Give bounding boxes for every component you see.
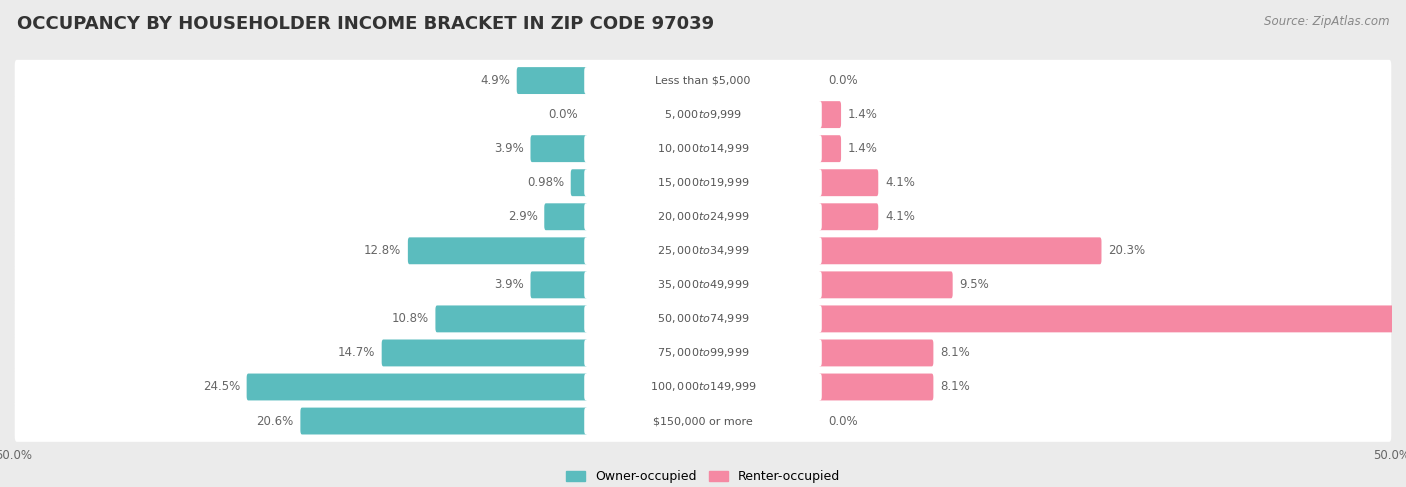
FancyBboxPatch shape (585, 101, 821, 128)
Text: $75,000 to $99,999: $75,000 to $99,999 (657, 346, 749, 359)
FancyBboxPatch shape (818, 135, 841, 162)
FancyBboxPatch shape (585, 271, 821, 299)
FancyBboxPatch shape (14, 162, 1392, 204)
Text: OCCUPANCY BY HOUSEHOLDER INCOME BRACKET IN ZIP CODE 97039: OCCUPANCY BY HOUSEHOLDER INCOME BRACKET … (17, 15, 714, 33)
FancyBboxPatch shape (246, 374, 588, 400)
FancyBboxPatch shape (585, 135, 821, 162)
Text: 4.1%: 4.1% (884, 176, 915, 189)
Text: $50,000 to $74,999: $50,000 to $74,999 (657, 312, 749, 325)
FancyBboxPatch shape (14, 128, 1392, 169)
FancyBboxPatch shape (436, 305, 588, 332)
Text: 3.9%: 3.9% (494, 279, 524, 291)
Text: 0.0%: 0.0% (548, 108, 578, 121)
FancyBboxPatch shape (14, 332, 1392, 374)
Text: 10.8%: 10.8% (392, 312, 429, 325)
Text: $20,000 to $24,999: $20,000 to $24,999 (657, 210, 749, 223)
FancyBboxPatch shape (818, 169, 879, 196)
FancyBboxPatch shape (818, 237, 1101, 264)
FancyBboxPatch shape (530, 271, 588, 299)
FancyBboxPatch shape (585, 374, 821, 400)
Text: 2.9%: 2.9% (508, 210, 537, 223)
FancyBboxPatch shape (818, 203, 879, 230)
FancyBboxPatch shape (571, 169, 588, 196)
Text: $15,000 to $19,999: $15,000 to $19,999 (657, 176, 749, 189)
FancyBboxPatch shape (585, 339, 821, 366)
Text: 9.5%: 9.5% (959, 279, 988, 291)
FancyBboxPatch shape (818, 305, 1406, 332)
FancyBboxPatch shape (544, 203, 588, 230)
FancyBboxPatch shape (818, 339, 934, 366)
Legend: Owner-occupied, Renter-occupied: Owner-occupied, Renter-occupied (567, 470, 839, 483)
FancyBboxPatch shape (14, 366, 1392, 408)
FancyBboxPatch shape (530, 135, 588, 162)
FancyBboxPatch shape (585, 237, 821, 264)
Text: Less than $5,000: Less than $5,000 (655, 75, 751, 86)
Text: 20.3%: 20.3% (1108, 244, 1146, 257)
FancyBboxPatch shape (14, 400, 1392, 442)
Text: $10,000 to $14,999: $10,000 to $14,999 (657, 142, 749, 155)
FancyBboxPatch shape (585, 169, 821, 196)
FancyBboxPatch shape (585, 408, 821, 434)
Text: 0.0%: 0.0% (828, 414, 858, 428)
FancyBboxPatch shape (301, 408, 588, 434)
FancyBboxPatch shape (818, 271, 953, 299)
Text: 1.4%: 1.4% (848, 142, 877, 155)
Text: 8.1%: 8.1% (941, 346, 970, 359)
FancyBboxPatch shape (381, 339, 588, 366)
FancyBboxPatch shape (585, 67, 821, 94)
FancyBboxPatch shape (14, 264, 1392, 306)
Text: $35,000 to $49,999: $35,000 to $49,999 (657, 279, 749, 291)
FancyBboxPatch shape (585, 305, 821, 332)
Text: 0.0%: 0.0% (828, 74, 858, 87)
Text: 24.5%: 24.5% (202, 380, 240, 393)
Text: 3.9%: 3.9% (494, 142, 524, 155)
Text: 8.1%: 8.1% (941, 380, 970, 393)
Text: Source: ZipAtlas.com: Source: ZipAtlas.com (1264, 15, 1389, 28)
Text: $150,000 or more: $150,000 or more (654, 416, 752, 426)
FancyBboxPatch shape (517, 67, 588, 94)
Text: $100,000 to $149,999: $100,000 to $149,999 (650, 380, 756, 393)
FancyBboxPatch shape (585, 203, 821, 230)
FancyBboxPatch shape (14, 298, 1392, 339)
Text: 4.9%: 4.9% (481, 74, 510, 87)
FancyBboxPatch shape (818, 101, 841, 128)
Text: $25,000 to $34,999: $25,000 to $34,999 (657, 244, 749, 257)
Text: 1.4%: 1.4% (848, 108, 877, 121)
Text: $5,000 to $9,999: $5,000 to $9,999 (664, 108, 742, 121)
Text: 14.7%: 14.7% (337, 346, 375, 359)
FancyBboxPatch shape (14, 94, 1392, 135)
FancyBboxPatch shape (408, 237, 588, 264)
FancyBboxPatch shape (818, 374, 934, 400)
Text: 4.1%: 4.1% (884, 210, 915, 223)
FancyBboxPatch shape (14, 60, 1392, 101)
FancyBboxPatch shape (14, 196, 1392, 238)
FancyBboxPatch shape (14, 230, 1392, 272)
Text: 20.6%: 20.6% (256, 414, 294, 428)
Text: 12.8%: 12.8% (364, 244, 401, 257)
Text: 0.98%: 0.98% (527, 176, 564, 189)
